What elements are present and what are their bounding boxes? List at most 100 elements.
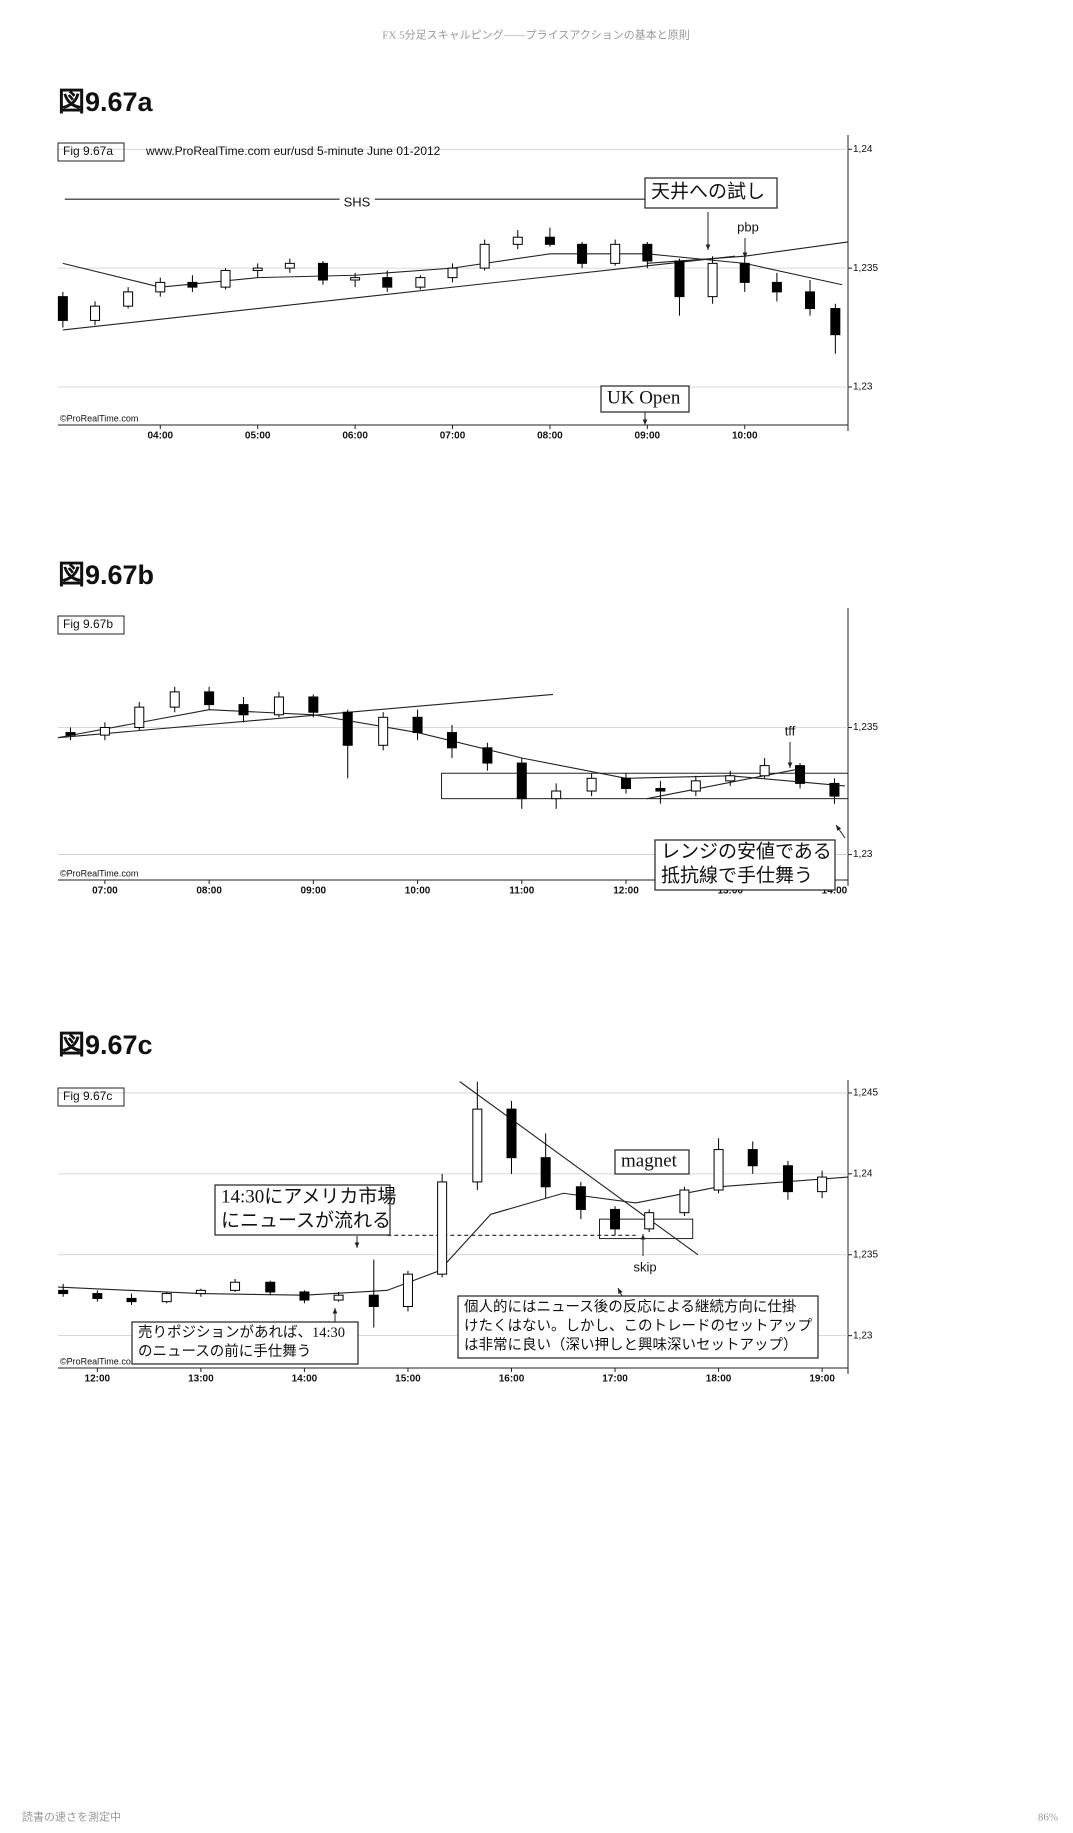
candle-body bbox=[333, 1294, 344, 1301]
candle-body bbox=[169, 691, 180, 708]
annotation-text: magnet bbox=[621, 1150, 678, 1171]
figure-heading: 図9.67a bbox=[58, 87, 154, 117]
x-tick-label: 05:00 bbox=[245, 431, 271, 442]
candle-body bbox=[516, 762, 527, 800]
y-tick-label: 1,23 bbox=[853, 382, 873, 393]
annotation-text: UK Open bbox=[607, 387, 681, 408]
y-tick-label: 1,235 bbox=[853, 263, 878, 274]
footer-status: 読書の速さを測定中 bbox=[22, 1810, 121, 1824]
candle-body bbox=[586, 777, 597, 792]
candle-body bbox=[378, 716, 389, 746]
label-background bbox=[339, 194, 375, 210]
watermark: ©ProRealTime.com bbox=[60, 413, 138, 423]
annotation-box bbox=[614, 1149, 690, 1175]
candle-body bbox=[551, 790, 562, 800]
candle-body bbox=[512, 236, 523, 245]
candle-body bbox=[134, 706, 145, 728]
line bbox=[647, 241, 849, 264]
x-tick-label: 08:00 bbox=[537, 431, 563, 442]
arrow-head bbox=[354, 1242, 360, 1248]
x-tick-label: 16:00 bbox=[499, 1374, 525, 1385]
candle-body bbox=[238, 704, 249, 716]
candle-body bbox=[382, 277, 393, 288]
candle-body bbox=[644, 1212, 655, 1230]
line bbox=[646, 767, 804, 800]
figure-label-box bbox=[57, 1087, 125, 1107]
footer-progress: 86% bbox=[1038, 1812, 1058, 1824]
x-tick-label: 10:00 bbox=[732, 431, 758, 442]
running-header: FX 5分足スキャルピング——プライスアクションの基本と原則 bbox=[382, 28, 689, 42]
candle-body bbox=[759, 765, 770, 777]
x-tick-label: 14:00 bbox=[292, 1374, 318, 1385]
x-tick-label: 18:00 bbox=[706, 1374, 732, 1385]
annotation-text: tff bbox=[785, 723, 796, 738]
x-tick-label: 13:00 bbox=[717, 886, 743, 897]
arrow-head bbox=[836, 825, 842, 831]
candle-body bbox=[725, 775, 736, 782]
candle-body bbox=[771, 281, 782, 293]
chart-subtitle: www.ProRealTime.com eur/usd 5-minute Jun… bbox=[145, 144, 441, 158]
line bbox=[62, 255, 736, 331]
arrow-head bbox=[640, 1234, 646, 1240]
candle-body bbox=[679, 1189, 690, 1214]
candle-body bbox=[187, 281, 198, 288]
x-tick-label: 09:00 bbox=[635, 431, 661, 442]
x-tick-label: 08:00 bbox=[196, 886, 222, 897]
annotation-box bbox=[457, 1295, 819, 1359]
annotation-text: のニュースの前に手仕舞う bbox=[138, 1343, 311, 1360]
candle-body bbox=[58, 1289, 69, 1295]
y-tick-label: 1,235 bbox=[853, 722, 878, 733]
x-tick-label: 12:00 bbox=[85, 1374, 111, 1385]
candle-body bbox=[252, 267, 263, 271]
candle-body bbox=[123, 291, 134, 307]
y-tick-label: 1,245 bbox=[853, 1088, 878, 1099]
candle-body bbox=[342, 711, 353, 746]
line bbox=[57, 709, 845, 787]
candle-body bbox=[610, 243, 621, 264]
candle-body bbox=[284, 262, 295, 269]
annotation-text: pbp bbox=[737, 219, 759, 234]
candle-body bbox=[655, 787, 666, 792]
arrow-head bbox=[742, 252, 748, 258]
candle-body bbox=[402, 1273, 413, 1308]
candle-body bbox=[782, 1165, 793, 1193]
candle-body bbox=[544, 236, 555, 245]
candle-body bbox=[126, 1297, 137, 1303]
x-tick-label: 11:00 bbox=[509, 886, 534, 897]
y-tick-label: 1,23 bbox=[853, 1330, 873, 1341]
line bbox=[57, 693, 554, 739]
x-tick-label: 13:00 bbox=[188, 1374, 214, 1385]
x-tick-label: 15:00 bbox=[395, 1374, 421, 1385]
candle-body bbox=[437, 1181, 448, 1275]
candle-body bbox=[446, 732, 457, 749]
y-tick-label: 1,23 bbox=[853, 849, 873, 860]
watermark: ©ProRealTime.com bbox=[60, 1356, 138, 1366]
candle-body bbox=[447, 267, 458, 279]
annotation-text: 個人的にはニュース後の反応による継続方向に仕掛 bbox=[464, 1298, 797, 1315]
candle-body bbox=[479, 243, 490, 269]
candle-body bbox=[805, 291, 816, 310]
candle-body bbox=[350, 277, 361, 281]
arrow-head bbox=[332, 1308, 338, 1314]
candle-body bbox=[220, 269, 231, 288]
candle-body bbox=[317, 262, 328, 281]
candle-body bbox=[621, 777, 632, 789]
x-tick-label: 17:00 bbox=[602, 1374, 628, 1385]
candle-body bbox=[412, 716, 423, 734]
x-tick-label: 07:00 bbox=[440, 431, 466, 442]
y-tick-label: 1,24 bbox=[853, 144, 873, 155]
x-tick-label: 06:00 bbox=[342, 431, 368, 442]
arrow-head bbox=[642, 419, 648, 425]
annotation-box bbox=[131, 1321, 359, 1365]
x-tick-label: 19:00 bbox=[809, 1374, 835, 1385]
annotation-text: SHS bbox=[344, 194, 371, 209]
candle-body bbox=[57, 296, 68, 321]
candle-body bbox=[506, 1108, 517, 1159]
candle-body bbox=[540, 1157, 551, 1188]
annotation-text: レンジの安値である bbox=[661, 840, 832, 862]
candle-body bbox=[739, 262, 750, 283]
range-box bbox=[441, 772, 849, 800]
figure-label: Fig 9.67a bbox=[63, 144, 113, 158]
candle-body bbox=[575, 1186, 586, 1210]
